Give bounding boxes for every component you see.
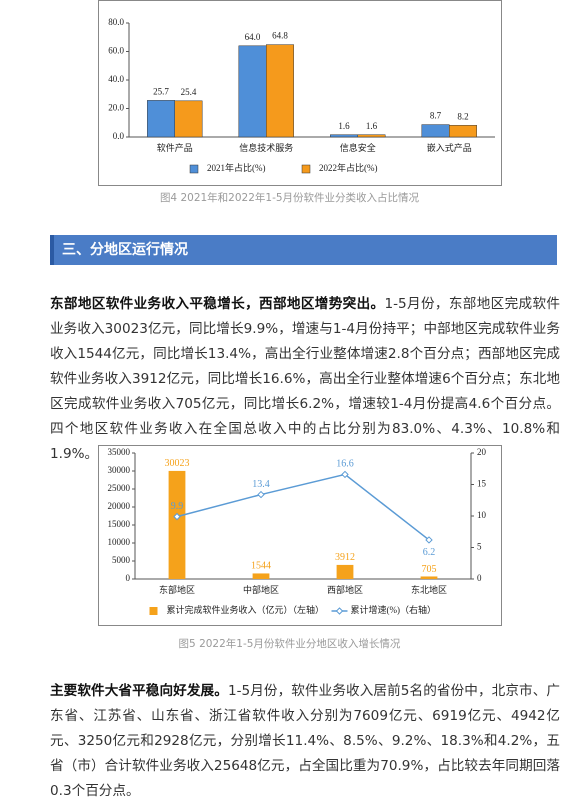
- bar: [449, 125, 477, 138]
- line-marker: [173, 512, 181, 521]
- y-tick-label: 0: [126, 573, 131, 583]
- y-tick-label: 0.0: [113, 131, 125, 141]
- value-label: 64.0: [245, 32, 261, 42]
- y-tick-label: 5000: [112, 555, 131, 565]
- x-tick-label: 中部地区: [243, 584, 279, 595]
- x-tick-label: 东部地区: [159, 584, 195, 595]
- x-tick-label: 嵌入式产品: [427, 142, 472, 153]
- legend-swatch: [189, 164, 199, 174]
- x-tick-label: 信息技术服务: [239, 142, 293, 153]
- value-label: 3912: [335, 552, 355, 563]
- bar: [238, 45, 267, 138]
- paragraph: 主要软件大省平稳向好发展。1-5月份，软件业务收入居前5名的省份中，北京市、广东…: [50, 679, 560, 804]
- value-label: 9.9: [171, 501, 184, 512]
- paragraph: 东部地区软件业务收入平稳增长，西部地区增势突出。1-5月份，东部地区完成软件业务…: [50, 292, 560, 467]
- chart: 0 5000 10000 15000 20000 25000 30000 35000 东部地区 中…: [108, 447, 487, 615]
- legend-swatch: [335, 607, 344, 615]
- bar: [266, 44, 294, 138]
- y2-tick-label: 15: [477, 479, 487, 489]
- x-tick-label: 软件产品: [157, 142, 193, 153]
- bar: [168, 470, 186, 579]
- y2-tick-label: 0: [477, 573, 482, 583]
- y-tick-label: 20.0: [108, 103, 124, 113]
- paragraph-text: 1-5月份，软件业务收入居前5名的省份中，北京市、广东省、江苏省、山东省、浙江省…: [50, 683, 560, 799]
- value-label: 8.2: [457, 111, 468, 121]
- bar: [174, 100, 203, 138]
- legend-swatch: [149, 607, 158, 615]
- line: [176, 473, 430, 541]
- figure-caption: 图5 2022年1-5月份软件业分地区收入增长情况: [178, 638, 401, 650]
- y-tick-label: 10000: [108, 537, 131, 547]
- value-label: 6.2: [423, 547, 436, 558]
- bar: [336, 564, 354, 579]
- y2-tick-label: 20: [477, 447, 487, 457]
- x-tick-label: 西部地区: [327, 584, 363, 595]
- legend-label: 2022年占比(%): [319, 162, 378, 173]
- value-label: 13.4: [252, 479, 270, 490]
- line-marker: [341, 470, 349, 479]
- page: 0.0 20.0 40.0 60.0 80.0 软件产品 信息技术服务 信息安全 嵌入式产品 25…: [50, 0, 561, 799]
- bar: [252, 573, 270, 579]
- value-label: 64.8: [272, 31, 288, 41]
- x-tick-label: 东北地区: [411, 584, 447, 595]
- value-label: 1.6: [338, 121, 350, 131]
- y-tick-label: 15000: [108, 519, 131, 529]
- bar: [147, 100, 175, 138]
- bar: [420, 576, 438, 579]
- y2-tick-label: 10: [477, 510, 487, 520]
- bar: [330, 134, 359, 138]
- value-label: 1.6: [366, 121, 378, 131]
- value-label: 705: [422, 564, 437, 575]
- legend-label: 累计增速(%)（右轴）: [351, 604, 437, 615]
- legend-label: 累计完成软件业务收入（亿元）（左轴）: [167, 604, 325, 615]
- chart: 0.0 20.0 40.0 60.0 80.0 软件产品 信息技术服务 信息安全 嵌入式产品 25…: [108, 17, 495, 174]
- y-tick-label: 25000: [108, 483, 131, 493]
- bar: [357, 134, 386, 138]
- paragraph-text: 1-5月份，东部地区完成软件业务收入30023亿元，同比增长9.9%，增速与1-…: [50, 296, 561, 462]
- line-marker: [257, 490, 265, 499]
- bar: [421, 124, 450, 138]
- value-label: 8.7: [430, 111, 442, 121]
- y-tick-label: 35000: [108, 447, 131, 457]
- line-marker: [425, 536, 433, 544]
- chart-frame: 0 5000 10000 15000 20000 25000 30000 35000 东部地区 中…: [98, 445, 502, 626]
- x-tick-label: 信息安全: [340, 142, 376, 153]
- y-tick-label: 60.0: [108, 46, 124, 56]
- value-label: 25.7: [153, 86, 169, 96]
- figure-caption: 图4 2021年和2022年1-5月份软件业分类收入占比情况: [159, 192, 420, 204]
- value-label: 16.6: [336, 459, 354, 470]
- paragraph-lead: 东部地区软件业务收入平稳增长，西部地区增势突出。: [50, 296, 385, 312]
- value-label: 25.4: [181, 87, 197, 97]
- value-label: 30023: [165, 458, 190, 469]
- y2-tick-label: 5: [477, 542, 482, 552]
- paragraph-lead: 主要软件大省平稳向好发展。: [50, 683, 228, 699]
- y-tick-label: 20000: [108, 501, 131, 511]
- legend-label: 2021年占比(%): [207, 162, 266, 173]
- y-tick-label: 80.0: [108, 17, 124, 27]
- section-heading: 三、分地区运行情况: [50, 235, 557, 265]
- y-tick-label: 30000: [108, 465, 131, 475]
- y-tick-label: 40.0: [108, 74, 124, 84]
- chart-frame: 0.0 20.0 40.0 60.0 80.0 软件产品 信息技术服务 信息安全 嵌入式产品 25…: [98, 0, 502, 186]
- legend-swatch: [301, 164, 311, 174]
- value-label: 1544: [251, 561, 271, 572]
